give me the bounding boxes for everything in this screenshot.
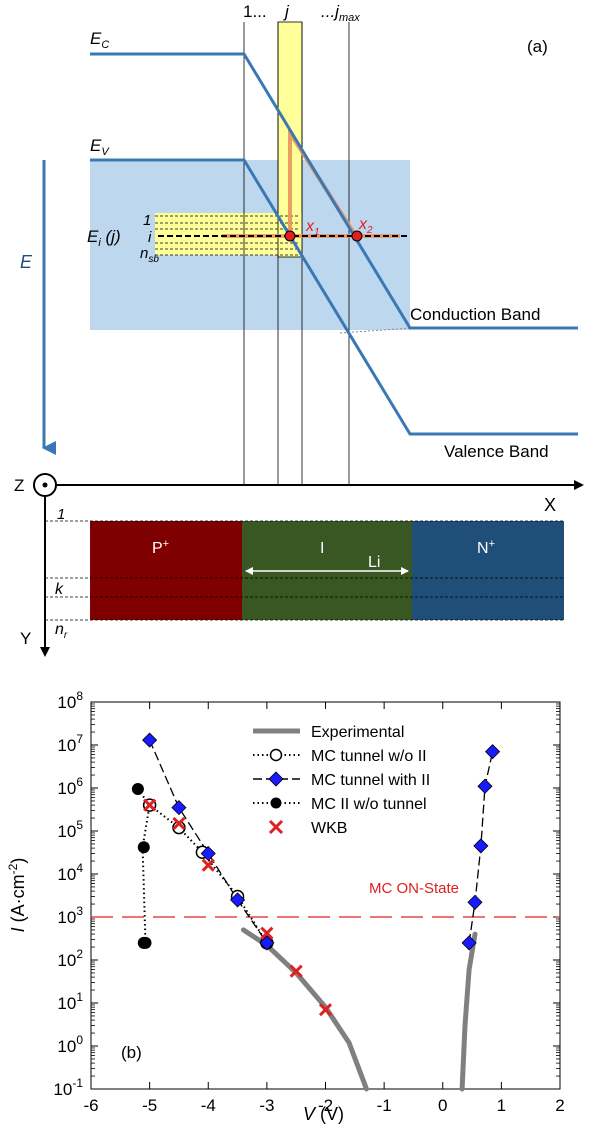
on-state-annotation: MC ON-State [369, 880, 459, 897]
ei-label: Ei (j) [87, 227, 121, 249]
z-axis-dot [42, 482, 48, 488]
experimental-curve [240, 927, 369, 1092]
axis-label-y: Y [20, 629, 31, 648]
column-label-1: 1... [243, 2, 267, 21]
wkb-point [143, 798, 157, 812]
ii-wo-tunnel-point [137, 841, 150, 854]
region-p [90, 521, 242, 620]
ii-wo-tunnel-line [137, 788, 151, 943]
wkb-point [260, 926, 274, 940]
tunnel-with-ii-point [461, 935, 477, 951]
row-label-k: k [55, 581, 64, 598]
tunnel-with-ii-point [171, 800, 187, 816]
conduction-band-label: Conduction Band [410, 305, 540, 324]
row-label-1: 1 [57, 506, 65, 523]
x1-label: x1 [305, 218, 320, 238]
y-tick-label: 106 [57, 775, 83, 798]
axis-label-z: Z [14, 476, 24, 495]
tunnel-with-ii-point [200, 845, 216, 862]
y-ticks: 108 107 106 105 104 103 102 101 100 10-1 [53, 689, 560, 1099]
conduction-guide [339, 327, 413, 334]
tunnel-with-ii-line [149, 739, 268, 944]
tunnel-with-ii-point [485, 744, 501, 760]
x-axis-title: V (V) [303, 1104, 344, 1124]
y-tick-label: 102 [57, 947, 83, 970]
subband-label-i: i [148, 229, 152, 246]
subband-label-nsb: nsb [140, 245, 159, 265]
row-label-nr: nr [55, 621, 68, 641]
legend-label-tunnel-wo-ii: MC tunnel w/o II [311, 748, 427, 765]
li-label: Li [368, 554, 380, 571]
x-tick-label: 1 [497, 1096, 506, 1115]
tunnel-with-ii-point [229, 892, 246, 908]
x2-label: x2 [358, 216, 373, 236]
subband-label-1: 1 [143, 212, 151, 229]
x-tick-label: -6 [83, 1096, 98, 1115]
ii-wo-tunnel-point [139, 936, 152, 949]
tunnel-wo-ii-line [148, 804, 268, 944]
legend-marker-tunnel-wo-ii [269, 748, 283, 762]
x-tick-label: -5 [142, 1096, 157, 1115]
legend-label-experimental: Experimental [311, 724, 404, 741]
y-tick-label: 103 [57, 904, 83, 927]
region-n-label: N+ [477, 538, 495, 557]
ev-label: EV [90, 136, 110, 158]
column-label-j: j [283, 2, 290, 21]
x-ticks: -6 -5 -4 -3 -2 -1 0 1 2 [83, 702, 565, 1115]
x-tick-label: -2 [318, 1096, 333, 1115]
tunnel-with-ii-point [477, 778, 493, 794]
wkb-point [172, 816, 186, 830]
region-i-label: I [320, 540, 324, 557]
wkb-point [289, 964, 303, 978]
y-axis-title: I (A·cm-2) [6, 858, 28, 933]
point-x1 [284, 230, 296, 242]
axis-label-x: X [544, 495, 556, 515]
legend-marker-wkb [268, 819, 284, 835]
legend-label-tunnel-with-ii: MC tunnel with II [311, 772, 430, 789]
panel-a-label: (a) [527, 37, 548, 56]
x-tick-label: -1 [377, 1096, 392, 1115]
region-n [412, 521, 564, 620]
energy-axis-label: E [20, 252, 33, 272]
y-tick-label: 100 [57, 1033, 83, 1056]
wkb-point [201, 858, 215, 872]
point-x2 [351, 230, 363, 242]
panel-b-label: (b) [121, 1043, 142, 1062]
tunnel-with-ii-point [473, 838, 489, 854]
ec-label: EC [90, 29, 109, 51]
panel-a-band-diagram: (a) EC EV E Ei (j) 1... j ...jmax 1 i ns… [14, 2, 584, 657]
y-tick-label: 104 [57, 861, 83, 884]
legend-label-ii-wo-tunnel: MC II w/o tunnel [311, 796, 427, 813]
region-p-label: P+ [152, 538, 169, 557]
legend-marker-tunnel-with-ii [268, 771, 284, 787]
chart-marks [91, 732, 560, 1092]
tunnel-with-ii-point [259, 935, 275, 951]
y-tick-label: 101 [57, 990, 83, 1013]
legend-label-wkb: WKB [311, 820, 347, 837]
y-tick-label: 107 [57, 732, 83, 755]
legend: Experimental MC tunnel w/o II MC tunnel … [253, 724, 430, 837]
legend-marker-ii-wo-tunnel [270, 797, 282, 809]
conduction-band-edge [90, 52, 578, 330]
x-tick-label: -4 [201, 1096, 216, 1115]
valence-band-label: Valence Band [444, 442, 549, 461]
wkb-point [318, 1003, 333, 1017]
experimental-curve [459, 931, 478, 1092]
x-tick-label: 2 [555, 1096, 564, 1115]
tunnel-with-ii-point [467, 894, 483, 910]
x-tick-label: 0 [438, 1096, 447, 1115]
y-tick-label: 105 [57, 818, 83, 841]
y-tick-label: 10-1 [53, 1076, 83, 1099]
ii-wo-tunnel-point [131, 782, 144, 795]
column-label-jmax: ...jmax [321, 2, 360, 24]
x-tick-label: -3 [259, 1096, 274, 1115]
valence-band-edge [90, 158, 578, 436]
tunnel-with-ii-point [142, 732, 158, 748]
y-tick-label: 108 [57, 689, 83, 712]
